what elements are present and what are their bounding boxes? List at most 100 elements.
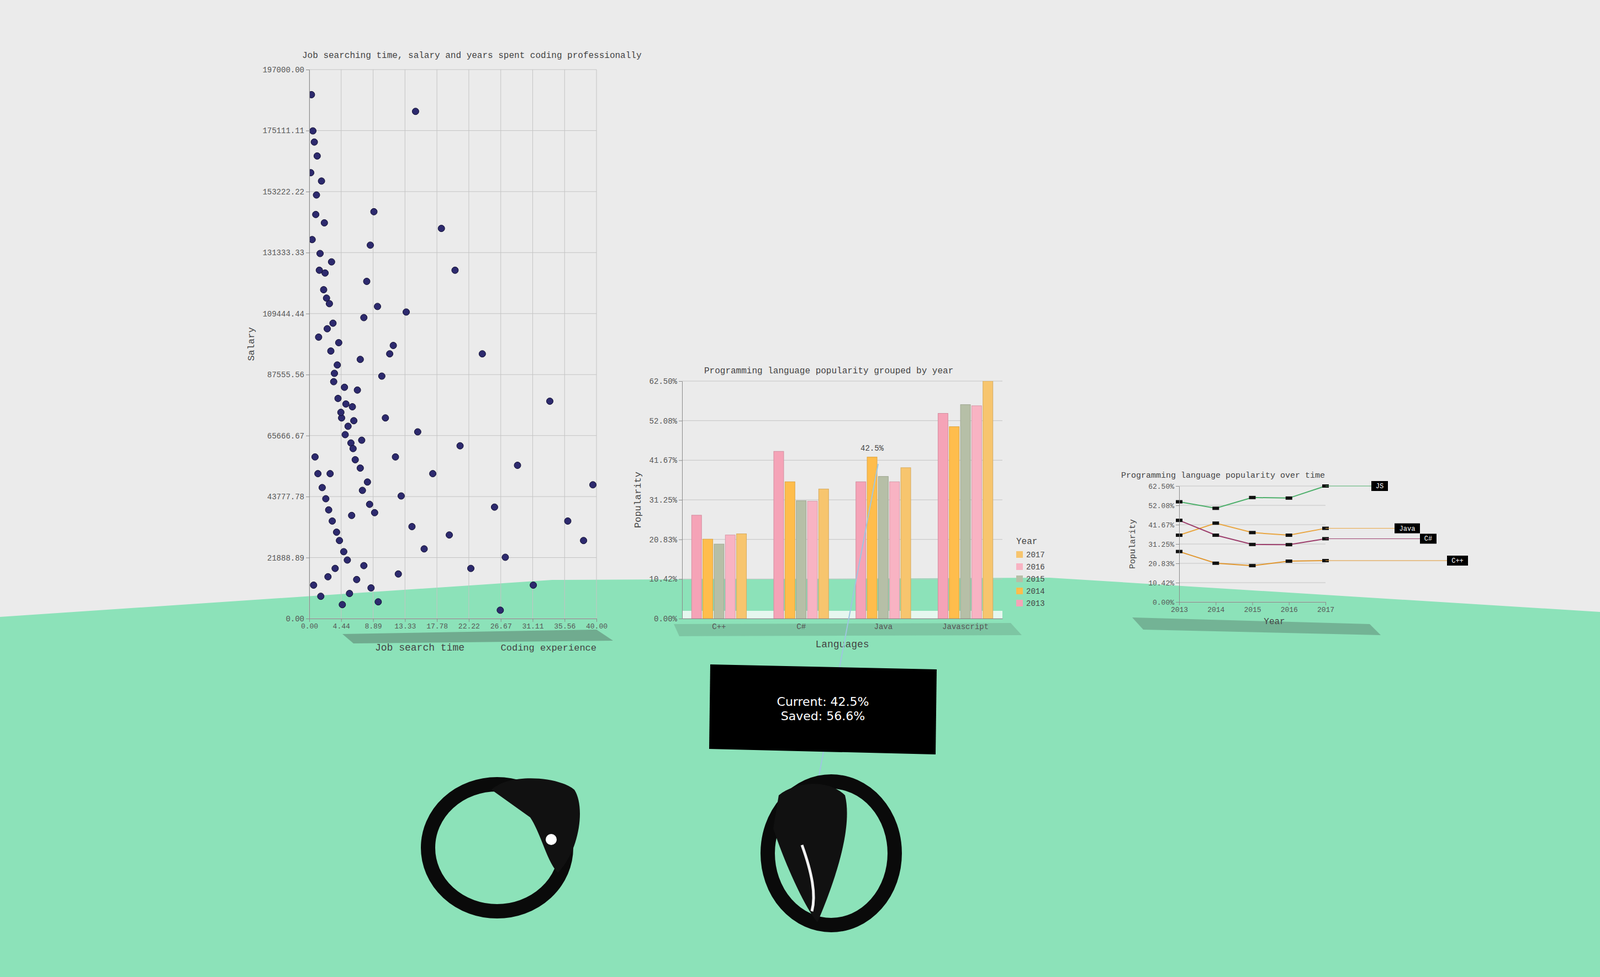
point bbox=[324, 573, 332, 580]
legend-swatch bbox=[1016, 587, 1023, 595]
grid-line bbox=[500, 69, 501, 619]
axis-line bbox=[309, 70, 310, 620]
tick: 0.00 bbox=[301, 618, 319, 631]
tick-label: 0.00% bbox=[653, 614, 678, 624]
point bbox=[367, 584, 375, 591]
tick-label: 31.25% bbox=[649, 495, 678, 505]
tick-label: 35.56 bbox=[553, 622, 576, 631]
tick-mark bbox=[1175, 602, 1180, 603]
tick-label: 13.33 bbox=[394, 622, 416, 631]
controllers bbox=[428, 778, 895, 926]
marker bbox=[1249, 495, 1256, 500]
marker bbox=[1285, 496, 1293, 500]
lines bbox=[1175, 484, 1329, 568]
series-label: Java bbox=[1399, 525, 1416, 533]
tick: 0.00% bbox=[653, 614, 683, 624]
tick: C# bbox=[796, 622, 806, 632]
bar bbox=[714, 544, 725, 619]
point bbox=[351, 456, 359, 463]
point bbox=[490, 503, 498, 511]
tick: 26.67 bbox=[490, 618, 512, 631]
marker bbox=[1249, 530, 1256, 535]
tick-label: C# bbox=[796, 622, 806, 632]
axis-line bbox=[682, 618, 1003, 620]
tick: 2014 bbox=[1207, 602, 1225, 615]
tick-mark bbox=[305, 374, 310, 376]
point bbox=[313, 152, 321, 160]
point bbox=[315, 333, 322, 341]
chart-title: Programming language popularity over tim… bbox=[1121, 471, 1325, 481]
tick: 131333.33 bbox=[262, 248, 310, 258]
point bbox=[360, 562, 368, 569]
grid-line bbox=[468, 69, 469, 619]
bar bbox=[937, 413, 948, 619]
tick-label: 26.67 bbox=[490, 622, 512, 631]
tick-mark bbox=[596, 618, 598, 622]
tick-mark bbox=[500, 618, 502, 622]
point bbox=[340, 548, 347, 556]
point bbox=[386, 350, 394, 358]
tick-label: 40.00 bbox=[585, 622, 608, 631]
tick-mark bbox=[373, 618, 374, 622]
tick-label: 31.11 bbox=[521, 622, 544, 631]
label-leader bbox=[1325, 486, 1372, 487]
bar bbox=[703, 539, 714, 619]
point bbox=[356, 356, 364, 363]
tick: 153222.22 bbox=[262, 187, 310, 197]
point bbox=[344, 423, 352, 430]
legend-label: 2014 bbox=[1026, 587, 1045, 596]
grid-line bbox=[1179, 524, 1326, 525]
point bbox=[334, 361, 341, 369]
point bbox=[333, 529, 340, 536]
tick-label: 62.50% bbox=[649, 377, 678, 387]
tick-label: 2013 bbox=[1170, 605, 1188, 615]
tick-label: 62.50% bbox=[1148, 482, 1175, 491]
grid-line bbox=[309, 374, 597, 376]
tick-mark bbox=[1179, 602, 1180, 606]
point bbox=[360, 314, 368, 321]
line-chart: JSJavaC#C++0.00%10.42%20.83%31.25%41.67%… bbox=[1121, 471, 1469, 627]
point bbox=[330, 378, 337, 385]
point bbox=[358, 436, 366, 444]
tick-label: 17.78 bbox=[426, 622, 448, 631]
tick: Java bbox=[874, 622, 894, 632]
tick-label: 20.83% bbox=[1148, 560, 1175, 569]
tick-label: 109444.44 bbox=[262, 309, 305, 319]
point bbox=[344, 556, 351, 564]
marker bbox=[1285, 542, 1293, 547]
tick-label: 10.42% bbox=[649, 574, 678, 584]
tick: 41.67% bbox=[1148, 521, 1180, 530]
tick-mark bbox=[309, 618, 310, 622]
controller-body bbox=[773, 783, 848, 923]
bar bbox=[736, 534, 747, 619]
tick: 87555.56 bbox=[267, 370, 310, 380]
tick-label: 20.83% bbox=[649, 535, 678, 545]
point bbox=[412, 108, 419, 115]
marker bbox=[1285, 533, 1293, 537]
point bbox=[350, 417, 358, 425]
grid bbox=[309, 69, 597, 619]
axis-title: Salary bbox=[246, 326, 257, 361]
point bbox=[382, 414, 389, 422]
grid-line bbox=[532, 69, 533, 619]
tick-mark bbox=[305, 496, 310, 498]
axis-title: Job search time bbox=[375, 642, 465, 654]
bar bbox=[856, 481, 866, 619]
axis-line bbox=[1179, 486, 1180, 603]
point bbox=[589, 481, 597, 489]
tick-label: 197000.00 bbox=[262, 65, 305, 75]
point bbox=[564, 517, 572, 525]
point bbox=[446, 531, 453, 539]
point bbox=[367, 241, 374, 249]
point bbox=[348, 511, 356, 519]
grid-line bbox=[1179, 486, 1326, 487]
point bbox=[336, 537, 343, 545]
point bbox=[309, 91, 315, 98]
bar bbox=[773, 451, 784, 619]
series-label: C# bbox=[1424, 535, 1433, 543]
bar bbox=[971, 405, 982, 619]
point bbox=[341, 431, 349, 438]
point bbox=[326, 470, 334, 478]
tick-label: 41.67% bbox=[649, 456, 678, 466]
grid bbox=[1179, 486, 1326, 603]
